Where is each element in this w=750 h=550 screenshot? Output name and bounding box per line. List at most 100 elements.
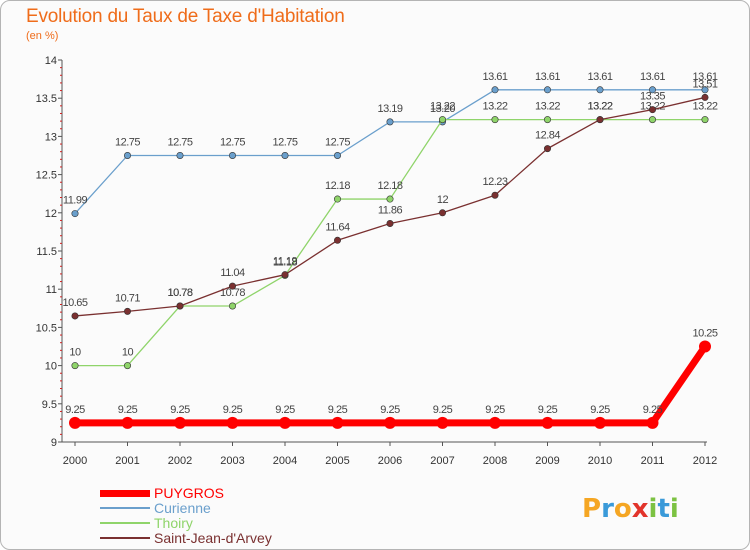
data-point <box>436 416 449 429</box>
legend-item: Curienne <box>100 501 211 515</box>
data-label: 13.22 <box>587 101 612 113</box>
data-label: 9.25 <box>538 404 558 416</box>
logo-letter: o <box>613 494 632 524</box>
x-tick-label: 2008 <box>483 455 507 467</box>
data-label: 13.61 <box>692 71 717 83</box>
data-label: 13.35 <box>640 91 665 103</box>
data-label: 10.71 <box>115 292 140 304</box>
y-tick-label: 12 <box>45 208 57 220</box>
data-label: 11.04 <box>220 267 245 279</box>
legend-swatch <box>100 522 150 524</box>
data-point <box>543 145 551 153</box>
series-line <box>75 118 705 367</box>
data-label: 12.84 <box>535 130 560 142</box>
data-label: 9.25 <box>328 404 348 416</box>
x-tick-label: 2002 <box>168 455 192 467</box>
data-label: 13.22 <box>430 101 455 113</box>
legend-label: Thoiry <box>154 515 193 531</box>
data-point <box>333 152 341 160</box>
data-label: 10.65 <box>62 297 87 309</box>
data-point <box>648 86 656 94</box>
logo-letter: x <box>631 494 649 524</box>
x-tick-label: 2001 <box>115 455 139 467</box>
data-point <box>699 340 711 353</box>
legend-label: Saint-Jean-d'Arvey <box>154 530 272 546</box>
data-point <box>596 86 604 94</box>
data-point <box>648 116 656 124</box>
legend-item: Saint-Jean-d'Arvey <box>100 531 272 545</box>
data-label: 10.78 <box>167 287 192 299</box>
data-point <box>124 362 132 370</box>
data-point <box>333 195 341 203</box>
data-label: 10.78 <box>167 287 192 299</box>
data-label: 9.25 <box>433 404 453 416</box>
data-label: 13.51 <box>692 78 717 90</box>
data-point <box>386 219 394 227</box>
data-label: 10.78 <box>220 287 245 299</box>
proxiti-logo: Proxiti <box>582 494 679 524</box>
data-point <box>124 307 132 315</box>
data-label: 10 <box>122 347 134 359</box>
data-point <box>646 416 659 429</box>
data-label: 9.25 <box>275 404 295 416</box>
data-label: 9.25 <box>643 404 663 416</box>
x-tick-label: 2006 <box>378 455 402 467</box>
data-label: 13.19 <box>377 103 402 115</box>
data-label: 12.18 <box>325 180 350 192</box>
x-tick-label: 2005 <box>325 455 349 467</box>
y-tick-label: 10.5 <box>36 322 57 334</box>
x-tick-label: 2004 <box>273 455 297 467</box>
data-label: 12.75 <box>167 137 192 149</box>
data-point <box>174 416 186 429</box>
legend-item: PUYGROS <box>100 486 224 500</box>
data-point <box>331 416 344 429</box>
data-point <box>124 152 132 160</box>
data-point <box>701 93 709 101</box>
legend-label: PUYGROS <box>154 485 225 501</box>
x-tick-label: 2007 <box>430 455 454 467</box>
data-point <box>333 236 341 244</box>
chart-title: Evolution du Taux de Taxe d'Habitation <box>26 6 345 27</box>
data-label: 11.19 <box>273 256 298 268</box>
data-label: 10 <box>69 347 81 359</box>
data-point <box>541 416 554 429</box>
data-label: 12.18 <box>377 180 402 192</box>
logo-letter: t <box>657 494 670 524</box>
data-label: 12.75 <box>272 137 297 149</box>
data-point <box>438 116 446 124</box>
data-point <box>281 152 289 160</box>
data-point <box>701 86 709 94</box>
data-label: 11.64 <box>325 221 350 233</box>
data-point <box>229 152 237 160</box>
x-tick-label: 2010 <box>588 455 612 467</box>
x-tick-label: 2000 <box>63 455 87 467</box>
data-point <box>701 116 709 124</box>
data-label: 13.22 <box>482 101 507 113</box>
y-tick-label: 11.5 <box>36 246 57 258</box>
y-tick-label: 9.5 <box>42 399 57 411</box>
data-point <box>229 302 237 310</box>
data-point <box>176 302 184 310</box>
data-point <box>121 416 134 429</box>
data-point <box>176 152 184 160</box>
data-label: 12.75 <box>115 137 140 149</box>
data-point <box>281 271 289 279</box>
data-point <box>69 416 81 429</box>
y-tick-label: 11 <box>46 284 57 296</box>
data-label: 11.99 <box>63 195 88 207</box>
data-label: 11.18 <box>273 256 298 268</box>
logo-letter: P <box>582 494 602 524</box>
y-tick-label: 9 <box>51 437 57 449</box>
data-point <box>543 86 551 94</box>
data-point <box>71 312 79 320</box>
data-label: 9.25 <box>118 404 138 416</box>
data-label: 13.20 <box>430 103 455 115</box>
x-tick-label: 2012 <box>693 455 717 467</box>
data-point <box>226 416 239 429</box>
x-tick-label: 2009 <box>535 455 559 467</box>
data-label: 12.75 <box>325 137 350 149</box>
data-label: 9.25 <box>380 404 400 416</box>
data-label: 9.25 <box>223 404 243 416</box>
data-point <box>386 195 394 203</box>
data-point <box>543 116 551 124</box>
